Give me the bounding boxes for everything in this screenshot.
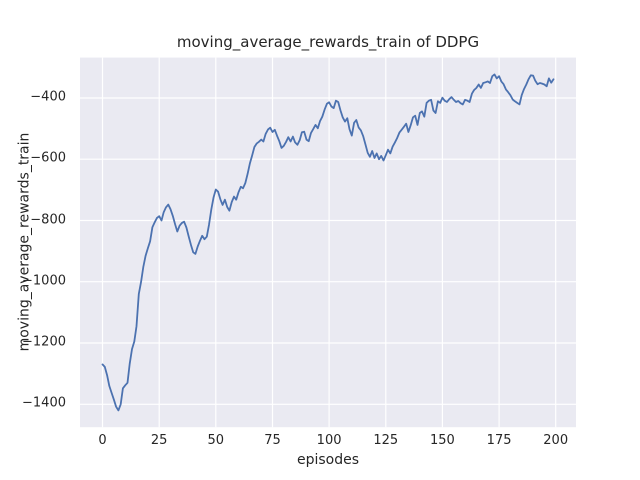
- x-tick-label: 100: [316, 433, 342, 448]
- y-tick-label: −1400: [22, 395, 66, 411]
- chart-title: moving_average_rewards_train of DDPG: [176, 33, 480, 51]
- reward-line: [101, 73, 555, 412]
- x-tick-label: 175: [486, 433, 512, 448]
- x-axis-label: episodes: [296, 452, 360, 468]
- x-tick-label: 125: [373, 433, 399, 448]
- y-tick-label: −800: [30, 212, 66, 228]
- y-tick-label: −1200: [22, 334, 66, 350]
- y-tick-label: −1000: [22, 273, 66, 289]
- x-tick-label: 0: [98, 433, 107, 448]
- x-tick-label: 75: [264, 433, 281, 448]
- x-tick-label: 150: [429, 433, 455, 448]
- x-tick-label: 25: [150, 433, 168, 448]
- y-tick-label: −600: [30, 150, 66, 166]
- x-tick-label: 200: [543, 433, 569, 448]
- y-tick-label: −400: [30, 89, 66, 105]
- x-tick-label: 50: [207, 433, 225, 448]
- axes-background: [80, 57, 576, 428]
